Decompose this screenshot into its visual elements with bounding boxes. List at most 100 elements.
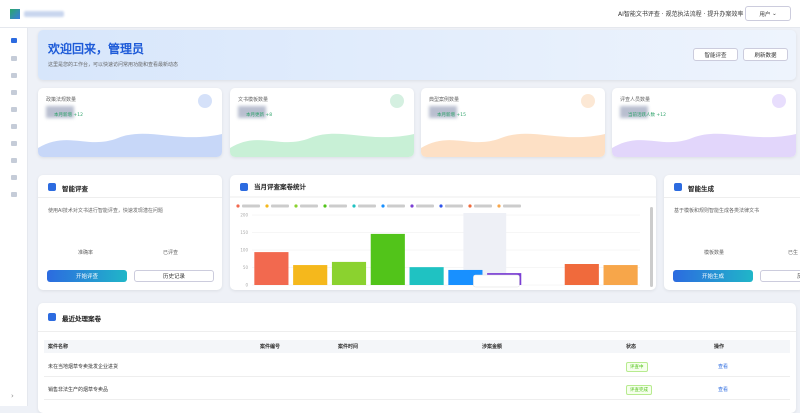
metric-label: 已评查	[163, 250, 179, 256]
divider	[38, 197, 222, 198]
banner-button[interactable]: 智能评查	[693, 48, 738, 61]
divider	[38, 331, 796, 332]
legend-swatch	[294, 204, 298, 208]
column-header: 操作	[714, 344, 725, 350]
case-name: 销售非法生产的烟草专卖品	[48, 387, 109, 393]
history-button[interactable]: 历史记录	[134, 270, 214, 282]
legend-swatch	[323, 204, 327, 208]
legend-swatch	[410, 204, 414, 208]
view-link[interactable]: 查看	[718, 387, 729, 393]
stat-card: 典型案例数量 本月新增 +15	[421, 88, 605, 157]
nav-icon[interactable]	[11, 141, 17, 146]
nav-icon[interactable]	[11, 175, 17, 180]
collapse[interactable]: ›	[11, 392, 14, 400]
stat-icon	[772, 94, 786, 108]
legend-label	[474, 204, 492, 208]
chart: 当月评查案卷统计 0 50 100 150 200	[230, 182, 656, 288]
bar	[293, 265, 328, 285]
sparkline-area	[230, 133, 414, 157]
stat-icon	[581, 94, 595, 108]
sparkline	[421, 133, 605, 157]
y-tick-label: 150	[240, 230, 248, 235]
stat-value	[46, 106, 74, 118]
nav-icon[interactable]	[11, 124, 17, 129]
card-icon	[48, 313, 56, 321]
legend-swatch	[265, 204, 269, 208]
sparkline	[230, 133, 414, 157]
sparkline-area	[612, 133, 796, 157]
stat-icon	[390, 94, 404, 108]
scrollbar[interactable]	[650, 207, 653, 287]
sparkline-area	[421, 133, 605, 157]
nav-icon[interactable]	[11, 107, 17, 112]
banner-button[interactable]: 刷新数据	[743, 48, 788, 61]
metric-label: 准确率	[78, 250, 94, 256]
divider	[664, 197, 800, 198]
column-header: 涉案金额	[482, 344, 503, 350]
stat-trend: 本月更新 +8	[246, 113, 273, 118]
bar	[331, 261, 367, 285]
bar	[564, 264, 599, 285]
nav-icon[interactable]	[11, 90, 17, 95]
legend-label	[445, 204, 463, 208]
nav-icon[interactable]	[11, 192, 17, 197]
sparkline	[38, 133, 222, 157]
logo[interactable]	[10, 9, 20, 19]
stat-card: 文书模板数量 本月更新 +8	[230, 88, 414, 157]
legend-swatch	[236, 204, 240, 208]
legend-label	[416, 204, 434, 208]
bar	[603, 265, 638, 285]
user-button[interactable]: 用户 ⌄	[745, 6, 791, 21]
chart-card: 当月评查案卷统计 0 50 100 150 200	[230, 175, 656, 290]
topbar: AI智能文书评查 · 规范执法流程 · 提升办案效率 用户 ⌄	[0, 0, 800, 28]
status-tag: 评查完成	[626, 385, 652, 395]
card-desc: 使用AI技术对文书进行智能评查，快速发现潜在问题	[48, 208, 163, 214]
nav-icon[interactable]	[11, 56, 17, 61]
view-link[interactable]: 查看	[718, 364, 729, 370]
stat-title: 评查人员数量	[620, 97, 651, 103]
legend-label	[242, 204, 260, 208]
table-header	[44, 340, 790, 353]
history-button[interactable]: 历	[760, 270, 800, 282]
card-icon	[48, 183, 56, 191]
card-title: 智能评查	[62, 185, 88, 193]
nav-icon[interactable]	[11, 158, 17, 163]
user-label: 用户	[759, 11, 771, 18]
legend-label	[358, 204, 376, 208]
card-icon	[674, 183, 682, 191]
legend-swatch	[352, 204, 356, 208]
start-button[interactable]: 开始评查	[47, 270, 127, 282]
metric-label: 模板数量	[704, 250, 725, 256]
legend-label	[300, 204, 318, 208]
logo-text	[24, 11, 64, 17]
stat-value	[620, 106, 648, 118]
nav-icon[interactable]	[11, 73, 17, 78]
banner-title: 欢迎回来，管理员	[48, 42, 145, 56]
card-desc: 基于模板和规则智能生成各类法律文书	[674, 208, 760, 214]
y-tick-label: 50	[243, 265, 249, 270]
sidebar: ›	[0, 28, 28, 406]
metric-label: 已生	[788, 250, 799, 256]
stat-card: 政策法规数量 本月新增 +12	[38, 88, 222, 157]
stat-trend: 本月新增 +15	[437, 113, 466, 118]
nav-icon[interactable]	[11, 38, 17, 43]
stat-trend: 当前活跃人数 +12	[628, 113, 666, 118]
y-tick-label: 100	[240, 248, 248, 253]
legend-swatch	[497, 204, 501, 208]
stat-icon	[198, 94, 212, 108]
chart-title: 当月评查案卷统计	[254, 182, 307, 191]
start-button[interactable]: 开始生成	[673, 270, 753, 282]
column-header: 案件时间	[338, 344, 359, 350]
sparkline-area	[38, 133, 222, 157]
card-title: 智能生成	[688, 185, 714, 193]
table-card: 最近处理案卷 案件名称 案件编号 案件时间 涉案金额 状态 操作 未在当地烟草专卖批发企业进…	[38, 303, 796, 413]
column-header: 状态	[626, 344, 637, 350]
stat-value	[429, 106, 457, 118]
legend-label	[271, 204, 289, 208]
legend-swatch	[381, 204, 385, 208]
sparkline	[612, 133, 796, 157]
row-divider	[44, 399, 790, 400]
legend-label	[329, 204, 347, 208]
case-name: 未在当地烟草专卖批发企业进货	[48, 364, 119, 370]
